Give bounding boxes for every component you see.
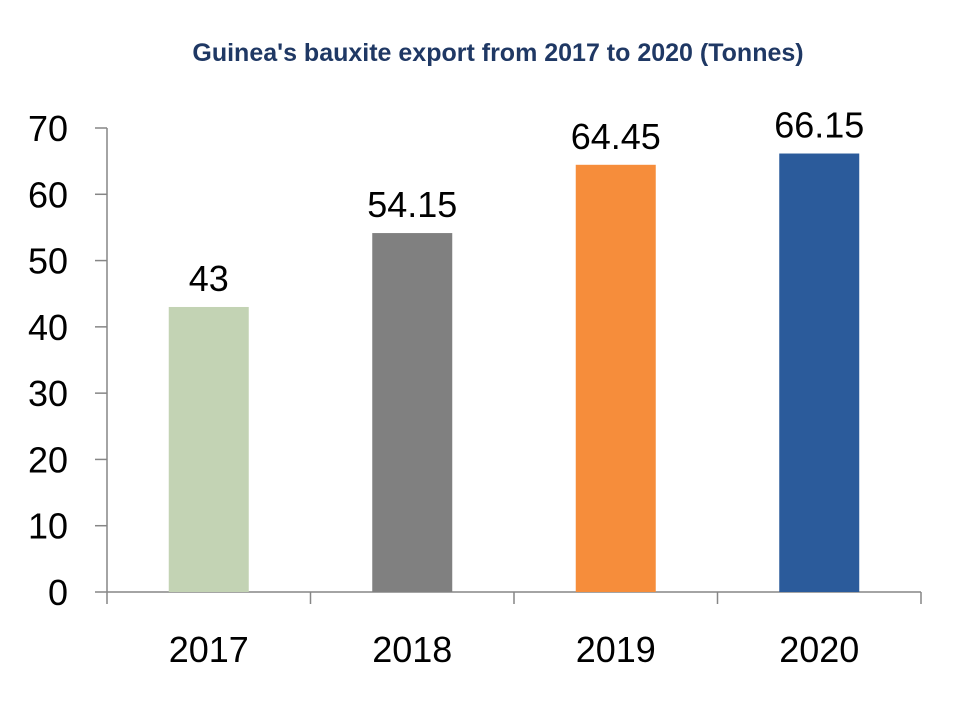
- data-label-2020: 66.15: [774, 105, 864, 146]
- plot-area: 0 10 20 30 40 50 60 70 43 2017 54.15 2018 64.45 2019 6…: [28, 105, 921, 670]
- x-tick-label-2019: 2019: [576, 629, 656, 670]
- y-tick-label: 70: [28, 108, 68, 149]
- chart-title: Guinea's bauxite export from 2017 to 202…: [192, 39, 803, 67]
- bar-2018: [372, 233, 452, 592]
- x-tick-label-2020: 2020: [779, 629, 859, 670]
- bar-2019: [576, 165, 656, 592]
- y-tick-label: 10: [28, 506, 68, 547]
- data-label-2017: 43: [189, 258, 229, 299]
- y-tick-label: 30: [28, 373, 68, 414]
- data-label-2018: 54.15: [367, 184, 457, 225]
- y-tick-label: 20: [28, 439, 68, 480]
- data-label-2019: 64.45: [571, 116, 661, 157]
- x-tick-label-2017: 2017: [169, 629, 249, 670]
- y-tick-label: 40: [28, 307, 68, 348]
- y-tick-label: 50: [28, 241, 68, 282]
- bar-2017: [169, 307, 249, 592]
- x-tick-label-2018: 2018: [372, 629, 452, 670]
- bar-2020: [779, 154, 859, 592]
- y-tick-label: 60: [28, 174, 68, 215]
- bar-chart: Guinea's bauxite export from 2017 to 202…: [0, 0, 960, 720]
- y-tick-label: 0: [48, 572, 68, 613]
